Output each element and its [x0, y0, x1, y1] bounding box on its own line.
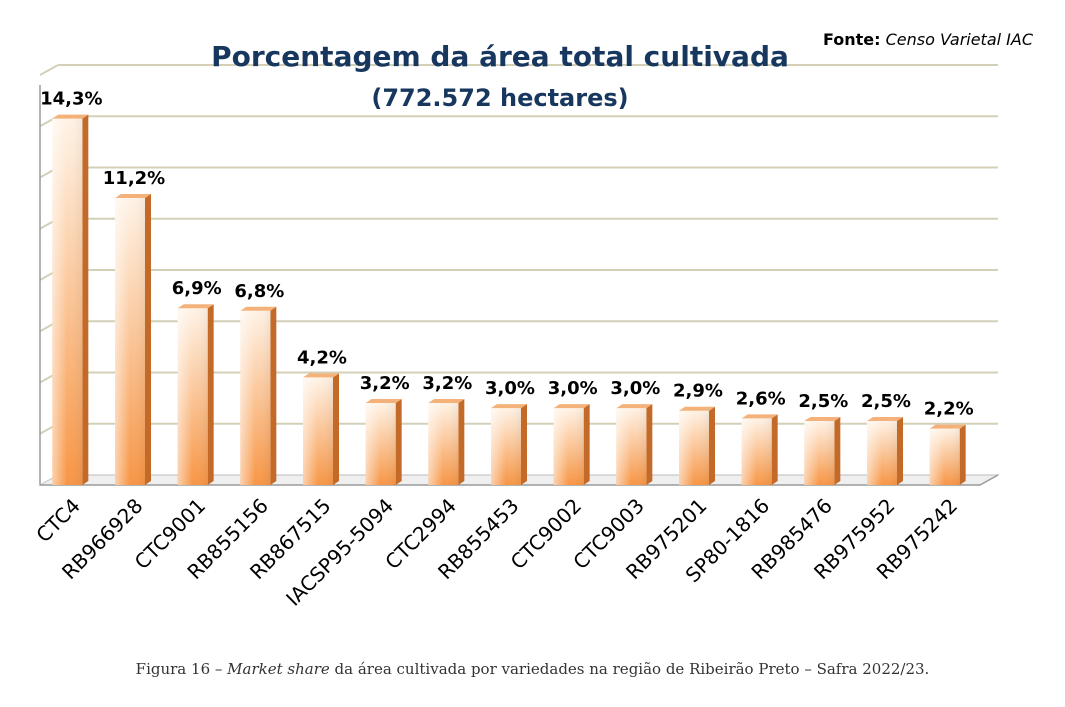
bar-side [207, 304, 214, 485]
bar-side [646, 404, 653, 485]
bar-shine [741, 418, 772, 485]
bar-shine [177, 308, 208, 485]
chart-bars [52, 114, 966, 485]
caption-prefix: Figura 16 – [135, 660, 228, 678]
gridline-side [39, 64, 59, 76]
caption-suffix: da área cultivada por variedades na regi… [329, 660, 930, 678]
bar-top [52, 114, 89, 119]
bar-side [82, 114, 89, 485]
bar-shine [491, 408, 521, 485]
bar-side [583, 404, 590, 485]
bar-shine [553, 408, 584, 485]
data-label: 14,3% [40, 89, 102, 110]
source-label: Fonte: [822, 30, 881, 49]
bar-side [145, 194, 151, 485]
bar-side [395, 399, 402, 485]
bar-top [365, 399, 402, 403]
data-label: 11,2% [103, 168, 165, 189]
data-label: 6,8% [234, 281, 284, 302]
bar-shine [867, 420, 897, 485]
data-label: 2,6% [736, 388, 786, 409]
chart-category-labels: CTC4RB966928CTC9001RB855156RB867515IACSP… [31, 494, 962, 611]
data-label: 3,0% [548, 378, 598, 399]
bar-side [897, 416, 903, 485]
bar-top [741, 414, 778, 419]
category-label: IACSP95-5094 [281, 494, 398, 611]
figure-caption: Figura 16 – Market share da área cultiva… [0, 660, 1065, 678]
bar-shine [52, 118, 83, 485]
source-value: Censo Varietal IAC [885, 30, 1033, 49]
bar-shine [679, 410, 709, 485]
bar-side [270, 306, 277, 485]
bar-side [333, 373, 339, 485]
bar-side [709, 406, 715, 485]
bar-shine [929, 428, 960, 485]
bar-side [521, 404, 527, 485]
bar-top [240, 306, 277, 311]
bar-shine [804, 420, 835, 485]
bar-shine [428, 403, 459, 485]
bar-side [959, 424, 966, 485]
bar-shine [365, 403, 396, 485]
data-label: 3,0% [610, 378, 660, 399]
bar-top [929, 424, 966, 429]
data-label: 6,9% [172, 278, 222, 299]
chart-gridlines [39, 64, 998, 435]
data-label: 2,9% [673, 381, 723, 402]
data-label: 4,2% [297, 347, 347, 368]
bar-top [115, 194, 151, 198]
bar-top [616, 404, 653, 409]
bar-top [804, 416, 841, 421]
bar-shine [240, 310, 271, 485]
bar-top [428, 399, 465, 403]
bar-top [867, 416, 903, 421]
bar-top [679, 406, 715, 411]
bar-shine [616, 408, 647, 485]
bar-top [553, 404, 590, 409]
bar-top [303, 373, 339, 378]
chart-title: Porcentagem da área total cultivada [211, 40, 789, 73]
data-label: 2,5% [798, 391, 848, 412]
bar-side [458, 399, 465, 485]
caption-emphasis: Market share [227, 660, 330, 678]
bar-shine [303, 377, 333, 485]
x-axis-end [979, 474, 999, 486]
source-note: Fonte: Censo Varietal IAC [823, 30, 1033, 49]
data-label: 2,5% [861, 391, 911, 412]
category-label: CTC4 [31, 494, 85, 548]
data-label: 3,2% [422, 373, 472, 394]
data-label: 3,0% [485, 378, 535, 399]
data-label: 3,2% [360, 373, 410, 394]
chart-value-labels: 14,3% 11,2% 6,9% 6,8% 4,2% 3,2% 3,2% 3,0% 3,0% 3,… [40, 89, 974, 420]
bar-top [491, 404, 527, 409]
chart-subtitle: (772.572 hectares) [371, 84, 629, 112]
bar-side [771, 414, 778, 485]
data-label: 2,2% [924, 399, 974, 420]
bar-top [177, 304, 214, 309]
bar-shine [115, 198, 145, 485]
bar-side [834, 416, 841, 485]
